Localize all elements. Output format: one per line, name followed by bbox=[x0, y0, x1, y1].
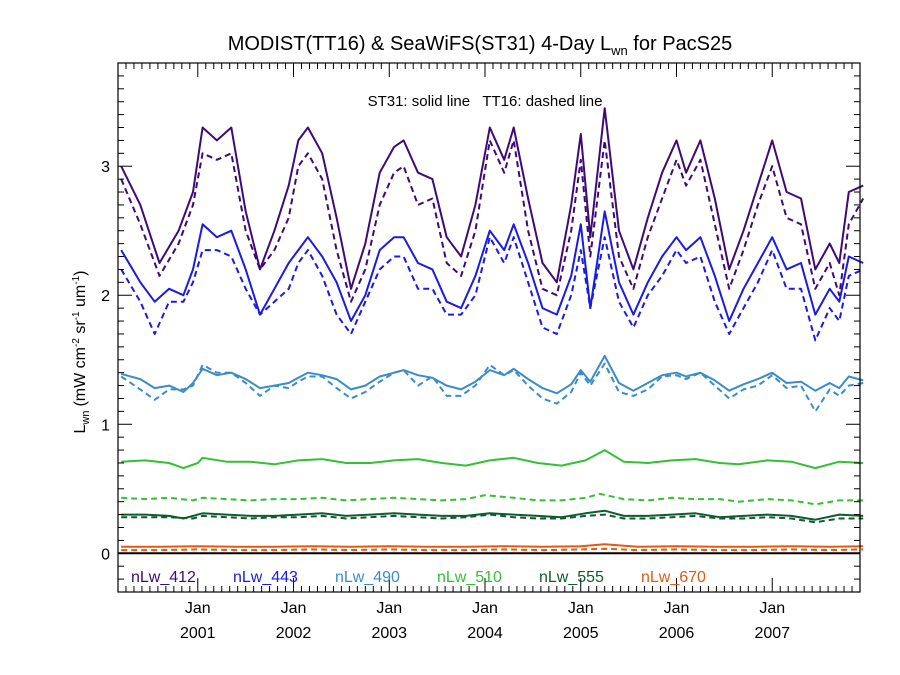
y-label-p2: -1 bbox=[71, 311, 82, 320]
series-nLw_510-dashed-line bbox=[121, 492, 864, 506]
x-tick-month-label: Jan bbox=[568, 600, 594, 617]
legend-entry-nLw_670: nLw_670 bbox=[641, 569, 706, 586]
line-style-note: ST31: solid line TT16: dashed line bbox=[368, 93, 603, 110]
series-nLw_670-dashed-line bbox=[121, 547, 864, 552]
chart-title-sub: wn bbox=[610, 43, 628, 58]
x-tick-month-label: Jan bbox=[185, 600, 211, 617]
x-tick-year-label: 2003 bbox=[371, 625, 407, 642]
y-tick-label: 2 bbox=[101, 288, 110, 305]
legend-entry-nLw_510: nLw_510 bbox=[437, 569, 502, 586]
y-label-t3: um bbox=[72, 285, 89, 312]
y-tick-label: 1 bbox=[101, 417, 110, 434]
x-tick-month-label: Jan bbox=[664, 600, 690, 617]
legend-entry-nLw_555: nLw_555 bbox=[539, 569, 604, 586]
x-tick-year-label: 2002 bbox=[276, 625, 312, 642]
y-label-base-sub: wn bbox=[80, 411, 92, 426]
series-nLw_555-dashed-line bbox=[121, 513, 864, 524]
series-nLw_412-solid-line bbox=[120, 107, 864, 290]
y-label-p1: -2 bbox=[71, 338, 82, 347]
y-axis-label: Lwn(mW cm-2 sr-1 um-1) bbox=[71, 271, 92, 434]
series-nLw_555-solid-line bbox=[121, 509, 864, 521]
legend-entry-nLw_490: nLw_490 bbox=[335, 569, 400, 586]
chart-title-main: MODIST(TT16) & SeaWiFS(ST31) 4-Day L bbox=[228, 33, 611, 55]
x-tick-year-label: 2005 bbox=[563, 625, 599, 642]
y-label-text: (mW cm bbox=[72, 347, 89, 407]
x-tick-month-label: Jan bbox=[759, 600, 785, 617]
y-label-p3: -1 bbox=[71, 275, 82, 284]
series-nLw_670-solid-line bbox=[121, 543, 864, 548]
legend-entry-nLw_412: nLw_412 bbox=[131, 569, 196, 586]
y-label-t4: ) bbox=[72, 271, 89, 276]
x-tick-month-label: Jan bbox=[376, 600, 402, 617]
y-tick-label: 3 bbox=[101, 159, 110, 176]
y-tick-label: 0 bbox=[101, 546, 110, 563]
plot-frame bbox=[117, 62, 861, 593]
x-tick-month-label: Jan bbox=[472, 600, 498, 617]
chart-title: MODIST(TT16) & SeaWiFS(ST31) 4-Day Lwn f… bbox=[228, 33, 733, 58]
x-tick-year-label: 2001 bbox=[180, 625, 216, 642]
series-nLw_510-solid-line bbox=[121, 449, 864, 470]
legend-entry-nLw_443: nLw_443 bbox=[233, 569, 298, 586]
series-nLw_490-dashed-line bbox=[120, 362, 864, 413]
series-nLw_443-solid-line bbox=[120, 210, 864, 322]
series-nLw_443-dashed-line bbox=[120, 236, 864, 342]
series-nLw_412-dashed-line bbox=[120, 139, 865, 303]
series-nLw_490-solid-line bbox=[120, 354, 864, 395]
x-tick-month-label: Jan bbox=[281, 600, 307, 617]
y-label-base: L bbox=[72, 425, 89, 434]
chart-title-tail: for PacS25 bbox=[628, 33, 733, 55]
x-tick-year-label: 2007 bbox=[754, 625, 790, 642]
y-label-t2: sr bbox=[72, 320, 89, 338]
x-tick-year-label: 2006 bbox=[659, 625, 695, 642]
x-tick-year-label: 2004 bbox=[467, 625, 503, 642]
